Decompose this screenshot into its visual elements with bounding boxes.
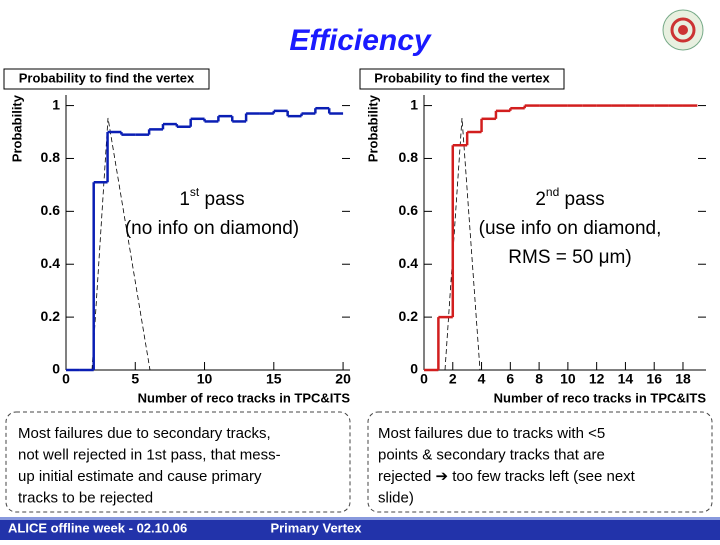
- annotation-part: 2: [535, 189, 546, 210]
- x-tick-label: 10: [197, 371, 213, 387]
- x-tick-label: 6: [506, 371, 514, 387]
- note-line: points & secondary tracks that are: [378, 446, 605, 463]
- x-tick-label: 2: [449, 371, 457, 387]
- plot-area: [66, 95, 350, 370]
- footer-line: [0, 517, 720, 520]
- x-tick-label: 12: [589, 371, 605, 387]
- y-tick-label: 0.6: [399, 202, 419, 218]
- y-tick-label: 1: [52, 96, 60, 112]
- y-tick-label: 1: [410, 96, 418, 112]
- x-tick-label: 0: [62, 371, 70, 387]
- annotation-part: st: [190, 185, 200, 199]
- guide-shape: [91, 117, 151, 371]
- x-axis-label: Number of reco tracks in TPC&ITS: [138, 390, 351, 405]
- annotation: 1st pass: [179, 185, 244, 210]
- annotation-part: 1: [179, 189, 190, 210]
- footer-left: ALICE offline week - 02.10.06: [8, 520, 187, 535]
- note-line: Most failures due to tracks with <5: [378, 425, 605, 442]
- annotation-part: nd: [546, 185, 559, 199]
- x-tick-label: 16: [646, 371, 662, 387]
- chart-title-box: [3, 68, 210, 90]
- guide-shape: [444, 117, 481, 371]
- annotation-part: RMS = 50 μm): [508, 247, 631, 268]
- x-tick-label: 15: [266, 371, 282, 387]
- footer-bar: [0, 517, 720, 540]
- x-axis-label: Number of reco tracks in TPC&ITS: [494, 390, 707, 405]
- annotation: (no info on diamond): [125, 218, 299, 239]
- annotation-part: (use info on diamond,: [479, 218, 662, 239]
- y-tick-label: 0.4: [41, 255, 61, 271]
- x-tick-label: 14: [618, 371, 634, 387]
- y-tick-label: 0.4: [399, 255, 419, 271]
- y-tick-label: 0.2: [399, 308, 419, 324]
- y-tick-label: 0.2: [41, 308, 61, 324]
- plot-area: [424, 95, 706, 370]
- chart-title: Probability to find the vertex: [374, 70, 550, 85]
- logo: [662, 9, 704, 51]
- x-tick-label: 8: [535, 371, 543, 387]
- annotation: RMS = 50 μm): [508, 247, 631, 268]
- footer-center: Primary Vertex: [270, 520, 362, 535]
- note-line: Most failures due to secondary tracks,: [18, 425, 271, 442]
- y-axis-label: Probability: [365, 94, 380, 162]
- x-tick-label: 18: [675, 371, 691, 387]
- x-tick-label: 4: [478, 371, 486, 387]
- annotation-part: (no info on diamond): [125, 218, 299, 239]
- y-tick-label: 0.8: [399, 149, 419, 165]
- y-tick-label: 0: [410, 361, 418, 377]
- y-tick-label: 0: [52, 361, 60, 377]
- chart-title-box: [359, 68, 565, 90]
- note-line: not well rejected in 1st pass, that mess…: [18, 446, 281, 463]
- slide-title: Efficiency: [289, 24, 431, 57]
- note-box: [5, 411, 351, 513]
- x-tick-label: 5: [131, 371, 139, 387]
- annotation: (use info on diamond,: [479, 218, 662, 239]
- note-line: slide): [378, 489, 414, 506]
- note-line: up initial estimate and cause primary: [18, 468, 262, 485]
- annotation-part: pass: [559, 189, 604, 210]
- chart-title: Probability to find the vertex: [19, 70, 195, 85]
- x-tick-label: 10: [560, 371, 576, 387]
- annotation: 2nd pass: [535, 185, 604, 210]
- note-box: [367, 411, 713, 513]
- annotation-part: pass: [199, 189, 244, 210]
- y-tick-label: 0.8: [41, 149, 61, 165]
- note-line: rejected ➔ too few tracks left (see next: [378, 468, 636, 485]
- y-axis-label: Probability: [9, 94, 24, 162]
- x-tick-label: 20: [335, 371, 351, 387]
- y-tick-label: 0.6: [41, 202, 61, 218]
- x-tick-label: 0: [420, 371, 428, 387]
- note-line: tracks to be rejected: [18, 489, 153, 506]
